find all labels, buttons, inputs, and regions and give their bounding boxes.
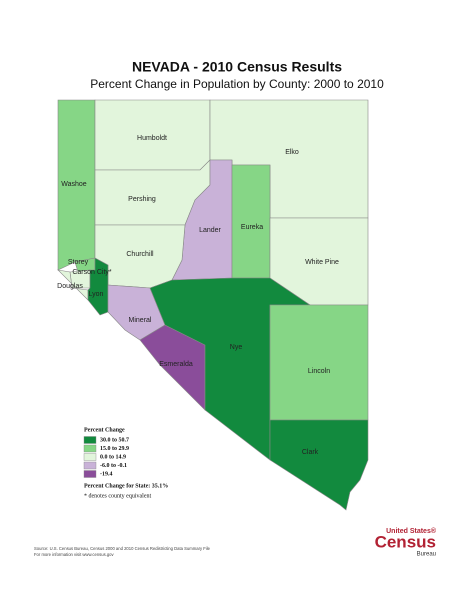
- county-label: Nye: [230, 344, 243, 351]
- legend-label: -19.4: [100, 471, 113, 477]
- census-logo: United States® Census Bureau: [375, 527, 437, 558]
- county-label: Churchill: [126, 251, 154, 258]
- state-change: Percent Change for State: 35.1%: [84, 483, 168, 489]
- logo-line: United States®: [386, 527, 437, 535]
- legend-swatch: [83, 444, 97, 453]
- county-label: Lincoln: [308, 368, 330, 375]
- county-label: Esmeralda: [159, 361, 193, 368]
- county-5: [231, 164, 271, 279]
- county-16: [269, 419, 369, 511]
- source-line: For more information visit www.census.go…: [34, 552, 114, 557]
- logo-line: Census: [375, 532, 436, 551]
- county-label: Washoe: [61, 181, 87, 188]
- title: NEVADA - 2010 Census Results: [132, 59, 342, 75]
- legend-swatch: [83, 436, 97, 444]
- county-label: Humboldt: [137, 135, 167, 142]
- subtitle: Percent Change in Population by County: …: [90, 77, 384, 91]
- county-label: Elko: [285, 149, 299, 156]
- county-label: Clark: [302, 449, 319, 456]
- legend-label: 0.0 to 14.9: [100, 454, 126, 460]
- county-label: Eureka: [241, 224, 263, 231]
- legend-note: * denotes county equivalent: [84, 493, 151, 499]
- legend-swatch: [83, 461, 97, 470]
- county-label: Douglas: [57, 283, 83, 290]
- county-10: [57, 269, 89, 301]
- logo-line: Bureau: [417, 552, 436, 558]
- source-line: Source: U.S. Census Bureau, Census 2000 …: [34, 546, 211, 551]
- county-label: Carson City*: [72, 269, 112, 276]
- county-label: Storey: [68, 259, 89, 266]
- county-label: Lyon: [89, 291, 104, 298]
- county-label: White Pine: [305, 259, 339, 266]
- legend-title: Percent Change: [84, 427, 125, 433]
- legend-swatch: [83, 470, 97, 478]
- legend: Percent Change 30.0 to 50.7 15.0 to 29.9 0.…: [83, 427, 168, 499]
- legend-label: 30.0 to 50.7: [100, 437, 129, 443]
- map: [57, 99, 369, 511]
- county-label: Pershing: [128, 196, 156, 203]
- legend-swatch: [83, 453, 97, 461]
- legend-label: -6.0 to -0.1: [100, 463, 127, 469]
- legend-label: 15.0 to 29.9: [100, 446, 129, 452]
- county-15: [269, 304, 369, 421]
- county-labels: Washoe Humboldt Elko Pershing Lander Eureka Wh…: [57, 135, 339, 456]
- county-label: Lander: [199, 227, 221, 234]
- county-label: Mineral: [129, 317, 152, 324]
